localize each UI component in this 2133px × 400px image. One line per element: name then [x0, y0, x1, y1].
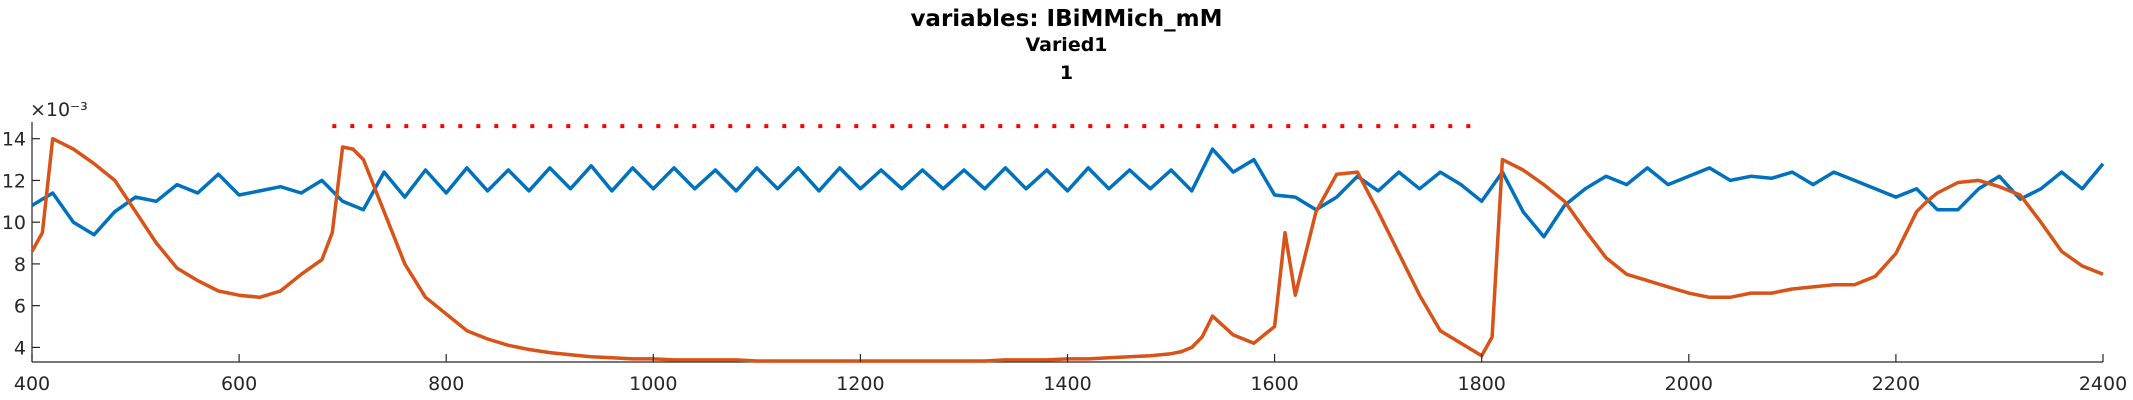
- x-tick-label: 1000: [629, 373, 677, 395]
- chart-title: variables: IBiMMich_mM: [910, 6, 1223, 32]
- x-tick-label: 2200: [1872, 373, 1920, 395]
- x-tick-label: 2400: [2079, 373, 2127, 395]
- y-axis-ticks: 4 6 8 10 12 14: [2, 129, 40, 359]
- y-tick-label: 10: [2, 212, 26, 234]
- y-tick-label: 4: [14, 337, 26, 359]
- x-tick-label: 600: [221, 373, 257, 395]
- series-line-blue: [31, 147, 2105, 239]
- x-tick-label: 1600: [1250, 373, 1298, 395]
- y-tick-label: 6: [14, 296, 26, 318]
- x-tick-label: 1200: [836, 373, 884, 395]
- series-line-orange: [30, 136, 2104, 363]
- y-tick-label: 12: [2, 170, 26, 192]
- y-tick-label: 8: [14, 254, 26, 276]
- x-tick-label: 800: [428, 373, 464, 395]
- y-exponent-label: ×10⁻³: [30, 99, 88, 121]
- x-axis-ticks: 400 600 800 1000 1200 1400 1600 1800 2000 2200 240…: [14, 354, 2127, 395]
- series-layer: [30, 136, 2105, 363]
- chart-subtitle-2: 1: [1059, 62, 1074, 84]
- x-tick-label: 1800: [1458, 373, 1506, 395]
- y-tick-label: 14: [2, 129, 26, 151]
- x-tick-label: 1400: [1043, 373, 1091, 395]
- x-tick-label: 2000: [1665, 373, 1713, 395]
- chart-subtitle-1: Varied1: [1025, 34, 1108, 56]
- x-tick-label: 400: [14, 373, 50, 395]
